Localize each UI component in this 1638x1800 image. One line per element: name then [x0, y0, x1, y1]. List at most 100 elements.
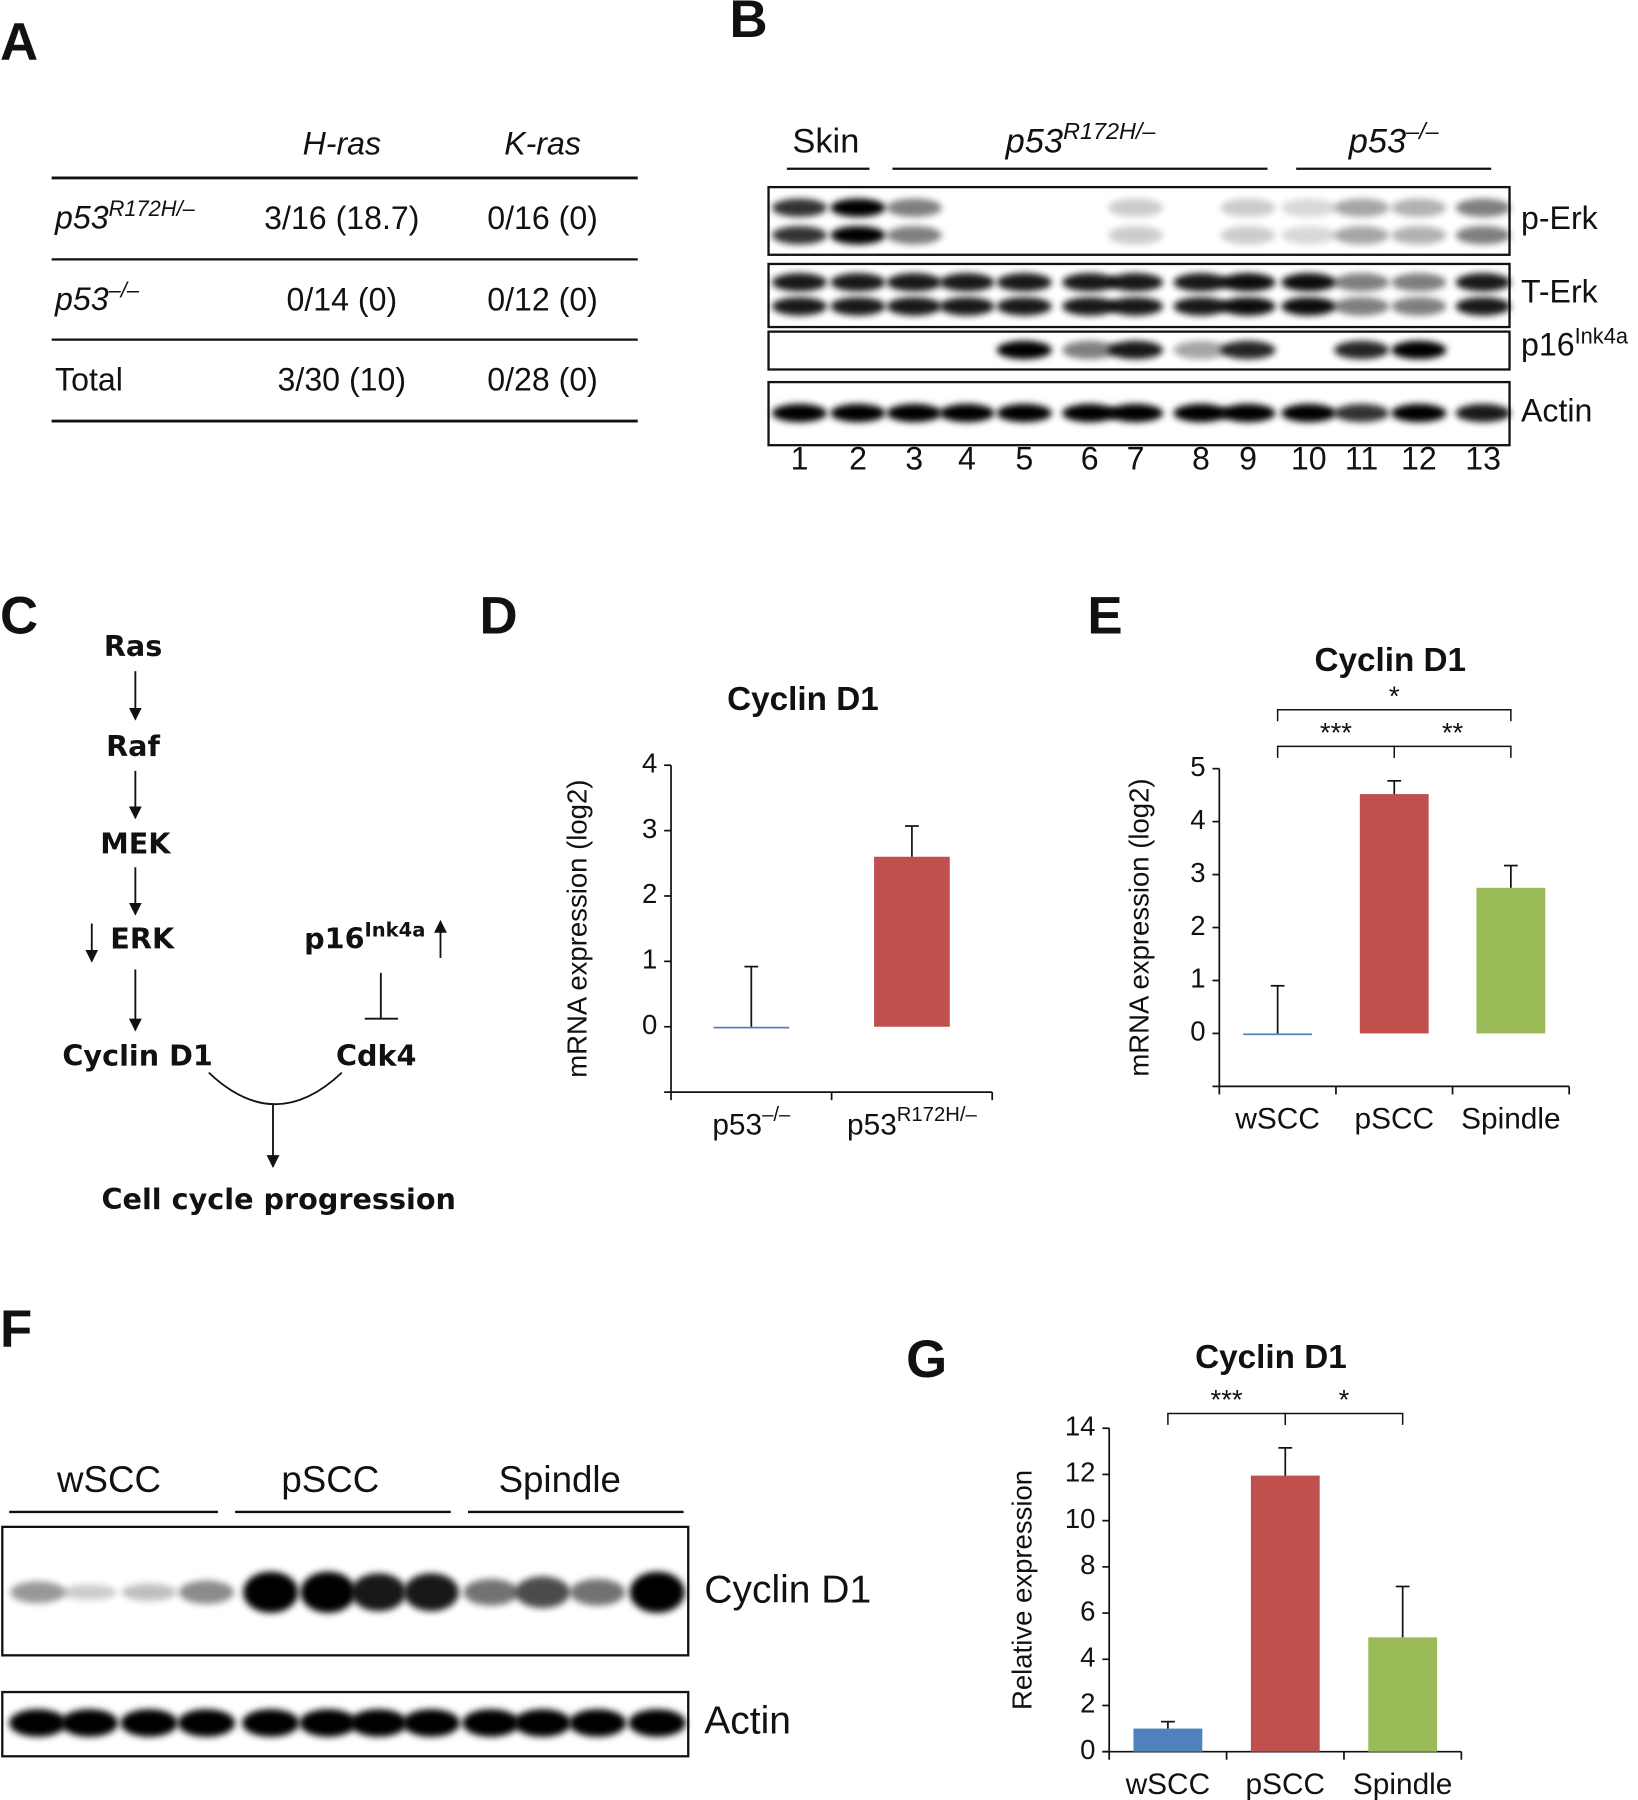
- y-axis-label: mRNA expression (log2): [562, 780, 593, 1078]
- y-tick-label: 8: [1080, 1549, 1095, 1580]
- bar: [1243, 1033, 1313, 1036]
- bar: [1476, 887, 1546, 1034]
- blot-band: [1281, 403, 1337, 423]
- x-tick-label: Spindle: [1461, 1103, 1560, 1136]
- y-tick-label: 3: [1190, 857, 1205, 888]
- significance-label: *: [1389, 681, 1400, 712]
- blot-row-label: Actin: [1521, 393, 1592, 429]
- blot-band: [1334, 297, 1390, 316]
- blot-band: [1455, 403, 1511, 423]
- blot-band: [351, 1573, 407, 1612]
- lane-label: 5: [1015, 441, 1033, 477]
- y-tick-label: 10: [1065, 1503, 1096, 1534]
- significance-bracket: [1393, 745, 1512, 758]
- blot-band: [243, 1571, 299, 1613]
- blot-group-label-base: p53: [1348, 123, 1406, 161]
- blot-row-label-sup: Ink4a: [1575, 323, 1629, 348]
- blot-group-label: wSCC: [56, 1459, 161, 1500]
- chart-title: Cyclin D1: [1314, 642, 1466, 679]
- x-tick-label: wSCC: [1125, 1768, 1210, 1800]
- blot-band: [1108, 340, 1164, 360]
- blot-band: [1391, 273, 1447, 292]
- significance-label: **: [1442, 717, 1464, 748]
- bar: [1250, 1475, 1320, 1752]
- blot-band: [830, 297, 886, 316]
- lane-label: 12: [1401, 441, 1437, 477]
- pathway-node-base: p16: [304, 922, 364, 956]
- blot-band: [1062, 273, 1118, 292]
- y-tick-label: 1: [642, 944, 657, 975]
- table-cell: 3/30 (10): [278, 362, 407, 398]
- table-cell: 3/16 (18.7): [264, 200, 419, 236]
- blot-row-label: p16Ink4a: [1521, 323, 1629, 363]
- lane-label: 2: [849, 441, 867, 477]
- blot-band: [60, 1709, 119, 1737]
- blot-band: [1391, 297, 1447, 316]
- blot-band: [177, 1709, 236, 1737]
- blot-band: [1391, 403, 1447, 423]
- bar: [1133, 1728, 1203, 1752]
- blot-band: [515, 1576, 571, 1609]
- blot-band: [1220, 340, 1276, 360]
- table-cell: 0/16 (0): [487, 200, 598, 236]
- blot-band: [830, 403, 886, 423]
- blot-band: [1334, 198, 1390, 217]
- blot-group-label-sup: R172H/–: [1063, 118, 1156, 144]
- table-row-label-sup: –/–: [108, 277, 140, 302]
- blot-band: [1108, 226, 1164, 245]
- blot-band: [1391, 198, 1447, 217]
- blot-band: [1108, 297, 1164, 316]
- lane-label: 3: [905, 441, 923, 477]
- lane-label: 4: [958, 441, 976, 477]
- blot-group-label: p53R172H/–: [1005, 118, 1157, 160]
- blot-band: [1062, 340, 1118, 360]
- y-tick-label: 2: [642, 878, 657, 909]
- blot-band: [1455, 198, 1511, 217]
- y-tick-label: 4: [1080, 1642, 1095, 1673]
- panel-label: C: [0, 586, 38, 645]
- blot-band: [830, 226, 886, 245]
- blot-band: [1173, 297, 1229, 316]
- blot-band: [178, 1580, 234, 1605]
- significance-bracket: [1276, 708, 1512, 722]
- pathway-node: ERK: [110, 922, 176, 956]
- blot-band: [830, 198, 886, 217]
- panel-label: G: [906, 1330, 947, 1389]
- lane-label: 7: [1127, 441, 1145, 477]
- blot-band: [9, 1709, 67, 1737]
- pathway-diagram: Ras Raf MEK ERK p16Ink4a Cyclin D1 Cdk4 Cell cy…: [62, 629, 456, 1216]
- x-tick-label-sup: –/–: [762, 1105, 791, 1127]
- blot-band: [1062, 297, 1118, 316]
- x-tick-label: wSCC: [1234, 1103, 1319, 1136]
- pathway-arrows: [85, 671, 447, 1168]
- panel-label: E: [1087, 586, 1122, 645]
- bar: [1368, 1637, 1438, 1752]
- blot-band: [886, 226, 942, 245]
- blot-group-label: Spindle: [499, 1459, 621, 1500]
- lane-label: 1: [791, 441, 809, 477]
- blot-band: [299, 1709, 357, 1737]
- blot-band: [996, 403, 1052, 423]
- table-row-label: p53–/–: [54, 277, 140, 317]
- y-tick-label: 12: [1065, 1457, 1096, 1488]
- blot-band: [1455, 273, 1511, 292]
- pathway-node: MEK: [100, 827, 172, 861]
- blot-band: [1220, 273, 1276, 292]
- chart-title: Cyclin D1: [727, 681, 879, 718]
- y-tick-label: 0: [1080, 1734, 1095, 1765]
- blot-band: [1281, 297, 1337, 316]
- blot-band: [1108, 403, 1164, 423]
- blot-band: [939, 273, 995, 292]
- chart-title: Cyclin D1: [1195, 1339, 1347, 1376]
- blot-band: [886, 297, 942, 316]
- pathway-node: Raf: [106, 729, 160, 763]
- bar: [874, 856, 950, 1027]
- significance-label: ***: [1320, 717, 1352, 748]
- blot-band: [1281, 226, 1337, 245]
- y-tick-label: 0: [642, 1009, 657, 1040]
- blot-group-label-base: p53: [1005, 123, 1063, 161]
- x-tick-label-base: p53: [847, 1108, 897, 1141]
- table-row-label-sup: R172H/–: [109, 196, 196, 221]
- y-tick-label: 2: [1080, 1688, 1095, 1719]
